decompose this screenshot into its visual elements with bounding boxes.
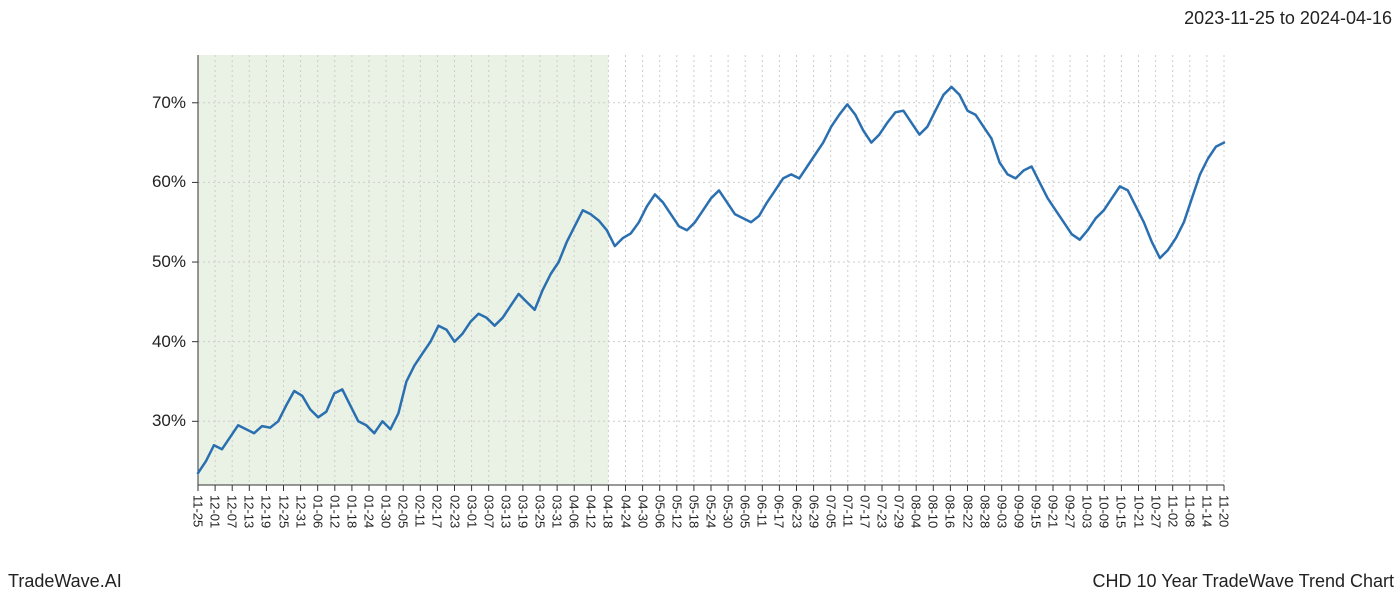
x-tick-label: 04-24 [618,495,633,528]
x-tick-label: 11-08 [1182,495,1197,527]
y-tick-label: 60% [152,172,186,192]
x-tick-label: 08-04 [909,495,924,528]
x-tick-label: 10-03 [1080,495,1095,528]
y-tick-label: 50% [152,252,186,272]
x-tick-label: 10-21 [1131,495,1146,528]
x-tick-label: 06-17 [772,495,787,528]
x-tick-label: 03-31 [550,495,565,528]
x-axis-labels: 11-2512-0112-0712-1312-1912-2512-3101-06… [198,495,1224,575]
x-tick-label: 11-20 [1217,495,1232,527]
x-tick-label: 04-12 [584,495,599,528]
x-tick-label: 01-30 [379,495,394,528]
x-tick-label: 02-11 [413,495,428,527]
x-tick-label: 12-25 [276,495,291,528]
x-tick-label: 04-06 [567,495,582,528]
x-tick-label: 10-27 [1148,495,1163,528]
x-tick-label: 01-06 [310,495,325,528]
x-tick-label: 06-29 [806,495,821,528]
x-tick-label: 08-22 [960,495,975,528]
x-tick-label: 05-12 [669,495,684,528]
x-tick-label: 03-19 [515,495,530,528]
x-tick-label: 12-19 [259,495,274,528]
x-tick-label: 12-01 [208,495,223,528]
x-tick-label: 02-23 [447,495,462,528]
x-tick-label: 05-18 [686,495,701,528]
x-tick-label: 07-11 [840,495,855,527]
x-tick-label: 05-06 [652,495,667,528]
y-axis-labels: 30% 40% 50% 60% 70% [0,55,186,485]
x-tick-label: 07-05 [823,495,838,528]
x-tick-label: 07-17 [857,495,872,528]
y-tick-label: 30% [152,411,186,431]
x-tick-label: 09-27 [1063,495,1078,528]
x-tick-label: 06-11 [755,495,770,527]
x-tick-label: 02-05 [396,495,411,528]
x-tick-label: 06-05 [738,495,753,528]
x-tick-label: 01-18 [344,495,359,528]
x-tick-label: 05-24 [704,495,719,528]
x-tick-label: 11-14 [1199,495,1214,527]
y-tick-label: 70% [152,93,186,113]
x-tick-label: 08-16 [943,495,958,528]
x-tick-label: 08-28 [977,495,992,528]
x-tick-label: 03-25 [533,495,548,528]
y-tick-label: 40% [152,332,186,352]
x-tick-label: 05-30 [721,495,736,528]
x-tick-label: 09-15 [1028,495,1043,528]
x-tick-label: 12-13 [242,495,257,528]
x-tick-label: 06-23 [789,495,804,528]
x-tick-label: 03-13 [498,495,513,528]
brand-label: TradeWave.AI [8,571,122,592]
chart-plot-area [198,55,1224,485]
x-tick-label: 09-09 [1011,495,1026,528]
x-tick-label: 07-29 [892,495,907,528]
chart-title: CHD 10 Year TradeWave Trend Chart [1093,571,1394,592]
x-tick-label: 03-01 [464,495,479,528]
x-tick-label: 12-07 [225,495,240,528]
x-tick-label: 09-21 [1046,495,1061,528]
x-tick-label: 01-12 [327,495,342,528]
x-tick-label: 09-03 [994,495,1009,528]
chart-container: 2023-11-25 to 2024-04-16 30% 40% 50% 60% 70%… [0,0,1400,600]
x-tick-label: 04-18 [601,495,616,528]
x-tick-label: 02-17 [430,495,445,528]
x-tick-label: 01-24 [362,495,377,528]
x-tick-label: 08-10 [926,495,941,528]
x-tick-label: 11-25 [191,495,206,527]
x-tick-label: 03-07 [481,495,496,528]
x-tick-label: 11-02 [1165,495,1180,527]
x-tick-label: 07-23 [875,495,890,528]
x-tick-label: 04-30 [635,495,650,528]
x-tick-label: 12-31 [293,495,308,528]
date-range-label: 2023-11-25 to 2024-04-16 [1184,8,1392,29]
x-tick-label: 10-15 [1114,495,1129,528]
x-tick-label: 10-09 [1097,495,1112,528]
